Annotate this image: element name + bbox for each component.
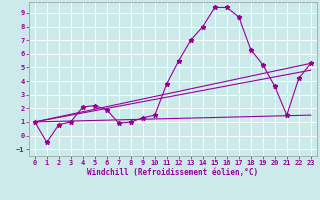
X-axis label: Windchill (Refroidissement éolien,°C): Windchill (Refroidissement éolien,°C) (87, 168, 258, 177)
